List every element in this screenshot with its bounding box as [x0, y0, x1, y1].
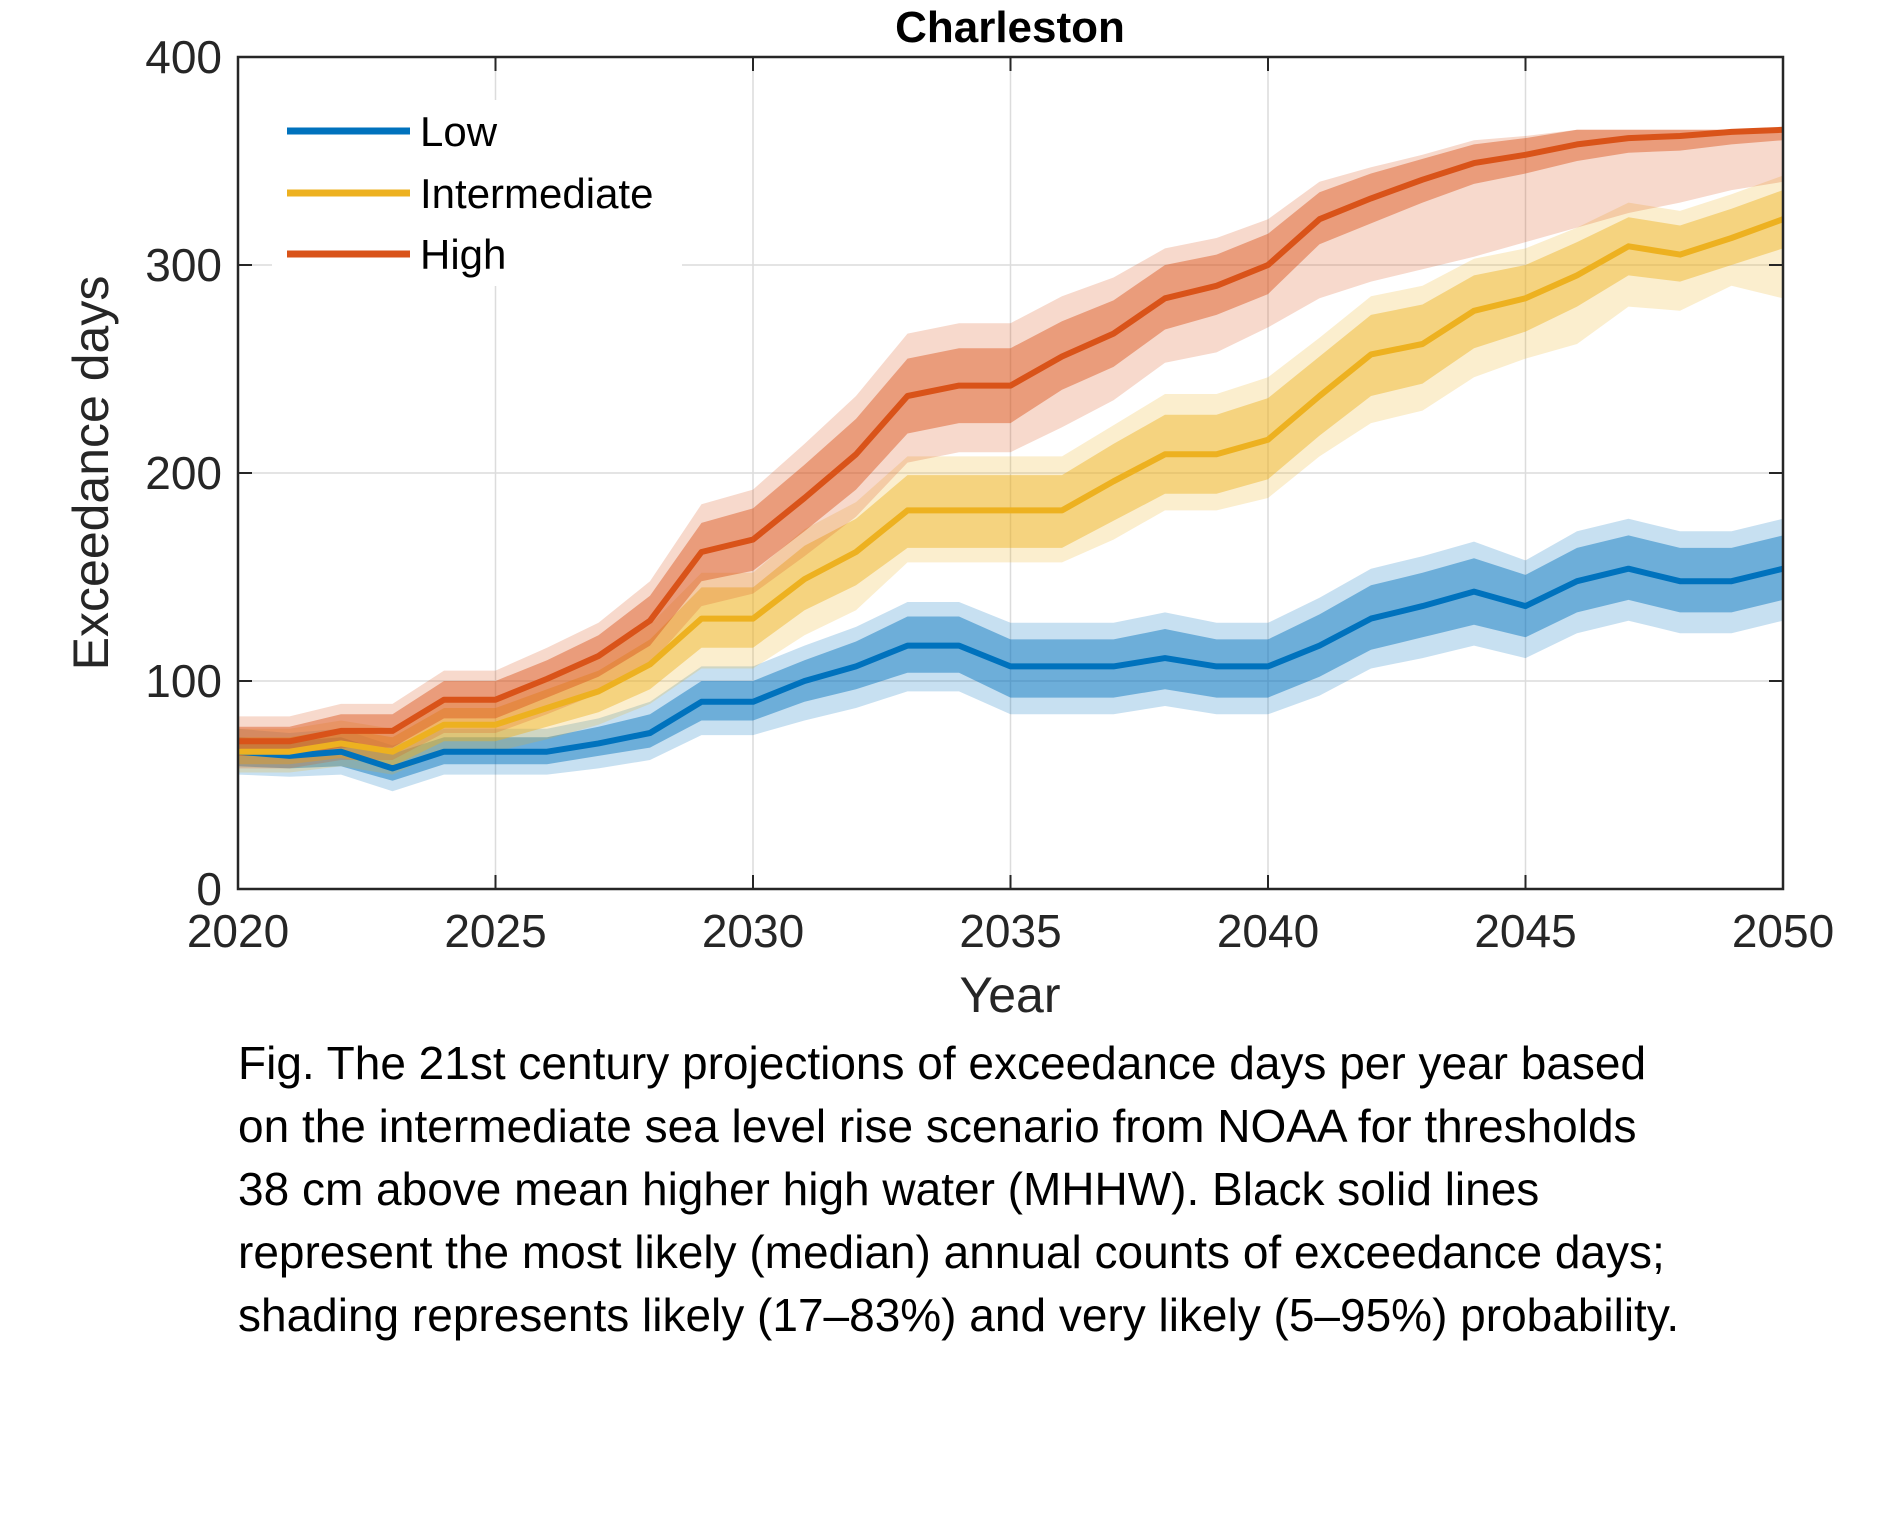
figure-caption: Fig. The 21st century projections of exc…: [238, 1032, 1848, 1347]
x-tick-label: 2050: [1732, 905, 1834, 957]
caption-line: 38 cm above mean higher high water (MHHW…: [238, 1163, 1540, 1215]
caption-line: Fig. The 21st century projections of exc…: [238, 1037, 1647, 1089]
legend-label-high: High: [420, 231, 506, 278]
band-group-low: [238, 518, 1783, 792]
y-tick-label: 300: [145, 239, 222, 291]
legend-label-intermediate: Intermediate: [420, 170, 653, 217]
x-tick-label: 2045: [1474, 905, 1576, 957]
median-lines: [237, 126, 1785, 772]
x-tick-label: 2040: [1217, 905, 1319, 957]
y-axis-label: Exceedance days: [63, 276, 119, 671]
band-group-intermediate: [238, 175, 1783, 775]
median-line-low: [237, 565, 1784, 772]
caption-line: represent the most likely (median) annua…: [238, 1226, 1665, 1278]
y-tick-label: 0: [196, 863, 222, 915]
median-line-high: [238, 126, 1784, 745]
median-line-intermediate: [238, 216, 1785, 755]
band-group-high: [238, 129, 1783, 769]
legend: Low Intermediate High: [272, 100, 682, 286]
uncertainty-bands: [238, 129, 1783, 792]
y-tick-label: 400: [145, 31, 222, 83]
axis-ticks: [237, 56, 1784, 890]
y-tick-label: 200: [145, 447, 222, 499]
very-likely-band-intermediate: [238, 175, 1783, 775]
very-likely-band-low: [238, 518, 1783, 792]
exceedance-days-chart: 2020 2025 2030 2035 2040 2045 2050 0 100 200 300 4…: [63, 3, 1834, 1023]
very-likely-band-high: [238, 129, 1783, 769]
likely-band-intermediate: [238, 190, 1783, 767]
x-axis-label: Year: [959, 967, 1060, 1023]
x-tick-label: 2035: [959, 905, 1061, 957]
caption-line: on the intermediate sea level rise scena…: [238, 1100, 1637, 1152]
x-tick-labels: 2020 2025 2030 2035 2040 2045 2050: [187, 905, 1834, 957]
x-tick-label: 2025: [444, 905, 546, 957]
likely-band-low: [238, 535, 1783, 781]
y-tick-label: 100: [145, 655, 222, 707]
y-tick-labels: 0 100 200 300 400: [145, 31, 222, 915]
caption-line: shading represents likely (17–83%) and v…: [238, 1289, 1680, 1341]
legend-label-low: Low: [420, 108, 498, 155]
chart-title: Charleston: [895, 3, 1125, 52]
x-tick-label: 2030: [702, 905, 804, 957]
x-tick-label: 2020: [187, 905, 289, 957]
